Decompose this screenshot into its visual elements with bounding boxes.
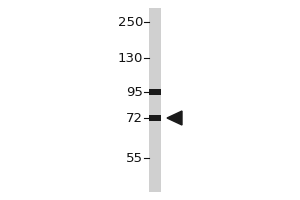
Bar bbox=[149, 8, 161, 192]
Text: 95: 95 bbox=[126, 86, 143, 98]
Text: 55: 55 bbox=[126, 152, 143, 164]
Bar bbox=[149, 89, 161, 95]
Text: 72: 72 bbox=[126, 112, 143, 124]
Bar bbox=[149, 115, 161, 121]
Text: 130: 130 bbox=[118, 51, 143, 64]
Polygon shape bbox=[167, 111, 182, 125]
Text: 250: 250 bbox=[118, 16, 143, 28]
